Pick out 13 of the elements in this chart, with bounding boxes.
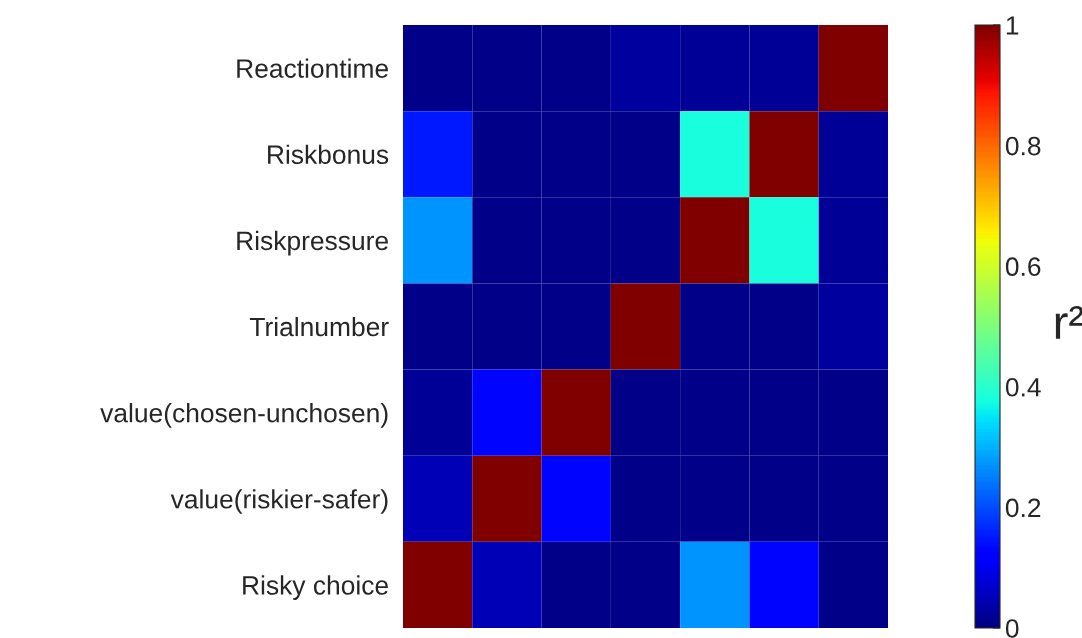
color-bar-label: 0.6: [1005, 257, 1041, 277]
color-bar-label: 1: [1006, 16, 1019, 35]
color-bar-label: 0.8: [1005, 136, 1041, 156]
y-tick-label: Trialnumber: [249, 316, 389, 337]
y-tick-label: value(chosen-unchosen): [100, 403, 388, 428]
color-bar-label: 0.4: [1005, 377, 1041, 397]
color-bar-label: 0: [1005, 619, 1019, 638]
y-tick-label: Reactiontime: [237, 58, 388, 78]
color-bar-label: 0.2: [1005, 498, 1041, 518]
y-tick-label: Risky choice: [243, 575, 388, 600]
y-tick-label: value(riskier-safer): [170, 489, 388, 514]
y-tick-label: Riskpressure: [237, 230, 388, 256]
y-tick-label: Riskbonus: [268, 144, 389, 165]
